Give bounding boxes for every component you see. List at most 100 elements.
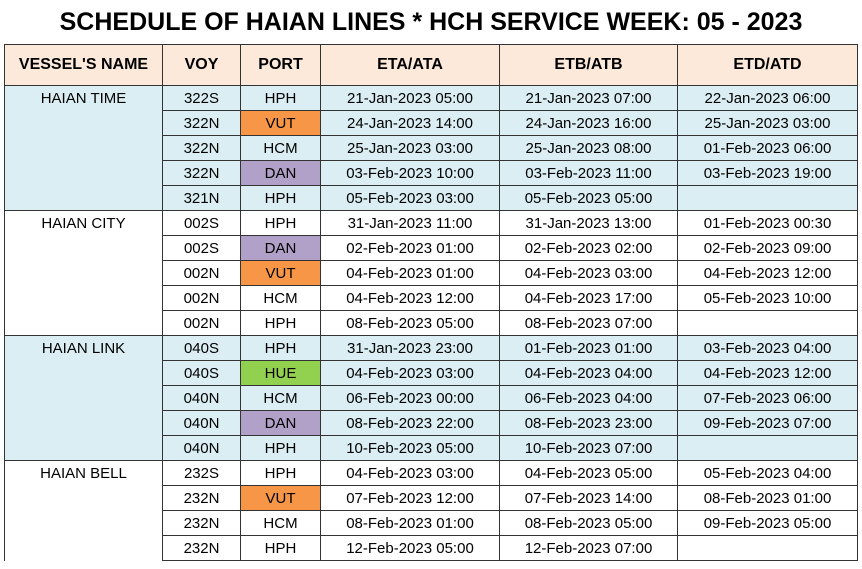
cell: 05-Feb-2023 05:00: [499, 185, 678, 211]
table-row: 002S DAN 02-Feb-2023 01:00 02-Feb-2023 02:0…: [4, 235, 858, 261]
cell: 31-Jan-2023 23:00: [320, 335, 500, 361]
cell: HCM: [240, 510, 321, 536]
vessel-cell: [4, 235, 163, 261]
vessel-cell: [4, 510, 163, 536]
cell: 06-Feb-2023 00:00: [320, 385, 500, 411]
cell: 040N: [162, 385, 241, 411]
table-row: 040N HPH 10-Feb-2023 05:00 10-Feb-2023 07:0…: [4, 435, 858, 461]
cell: 322N: [162, 110, 241, 136]
cell: 040N: [162, 435, 241, 461]
cell: 002S: [162, 235, 241, 261]
cell: 05-Feb-2023 04:00: [677, 460, 858, 486]
cell: VUT: [240, 110, 321, 136]
cell: 040S: [162, 360, 241, 386]
header-cell: ETD/ATD: [677, 44, 858, 86]
cell: 24-Jan-2023 14:00: [320, 110, 500, 136]
cell: HPH: [240, 460, 321, 486]
cell: 12-Feb-2023 05:00: [320, 535, 500, 561]
header-cell: PORT: [240, 44, 321, 86]
cell: 21-Jan-2023 07:00: [499, 85, 678, 111]
header-cell: ETB/ATB: [499, 44, 678, 86]
title: SCHEDULE OF HAIAN LINES * HCH SERVICE WE…: [59, 8, 803, 36]
cell: 322N: [162, 160, 241, 186]
table-row: 232N HPH 12-Feb-2023 05:00 12-Feb-2023 07:0…: [4, 535, 858, 561]
table-row: HAIAN LINK 040S HPH 31-Jan-2023 23:00 01-Feb…: [4, 335, 858, 361]
cell: 07-Feb-2023 12:00: [320, 485, 500, 511]
vessel-cell: [4, 310, 163, 336]
header-cell: VOY: [162, 44, 241, 86]
schedule-table: VESSEL'S NAME VOY PORT ETA/ATA ETB/ATB ETD/AT…: [4, 44, 858, 561]
cell: 04-Feb-2023 12:00: [320, 285, 500, 311]
vessel-cell: HAIAN BELL: [4, 460, 163, 486]
cell: 002N: [162, 310, 241, 336]
cell: 040N: [162, 410, 241, 436]
vessel-cell: [4, 435, 163, 461]
cell: 04-Feb-2023 12:00: [677, 260, 858, 286]
cell: 08-Feb-2023 01:00: [320, 510, 500, 536]
cell: 321N: [162, 185, 241, 211]
vessel-cell: HAIAN LINK: [4, 335, 163, 361]
cell: VUT: [240, 485, 321, 511]
vessel-cell: [4, 535, 163, 561]
cell: 08-Feb-2023 22:00: [320, 410, 500, 436]
vessel-cell: HAIAN TIME: [4, 85, 163, 111]
cell: 002N: [162, 285, 241, 311]
cell: [677, 185, 858, 211]
cell: [677, 535, 858, 561]
table-row: 322N DAN 03-Feb-2023 10:00 03-Feb-2023 11:0…: [4, 160, 858, 186]
cell: 10-Feb-2023 05:00: [320, 435, 500, 461]
cell: 25-Jan-2023 03:00: [320, 135, 500, 161]
cell: 03-Feb-2023 19:00: [677, 160, 858, 186]
table-row: 040N DAN 08-Feb-2023 22:00 08-Feb-2023 23:0…: [4, 410, 858, 436]
table-row: 040S HUE 04-Feb-2023 03:00 04-Feb-2023 04:0…: [4, 360, 858, 386]
table-row: 232N HCM 08-Feb-2023 01:00 08-Feb-2023 05:0…: [4, 510, 858, 536]
cell: 25-Jan-2023 08:00: [499, 135, 678, 161]
table-row: 002N HPH 08-Feb-2023 05:00 08-Feb-2023 07:0…: [4, 310, 858, 336]
cell: 01-Feb-2023 00:30: [677, 210, 858, 236]
cell: 03-Feb-2023 11:00: [499, 160, 678, 186]
cell: 232N: [162, 535, 241, 561]
cell: 10-Feb-2023 07:00: [499, 435, 678, 461]
cell: 09-Feb-2023 07:00: [677, 410, 858, 436]
cell: HPH: [240, 435, 321, 461]
table-row: HAIAN TIME 322S HPH 21-Jan-2023 05:00 21-Jan…: [4, 85, 858, 111]
table-row: 322N VUT 24-Jan-2023 14:00 24-Jan-2023 16:0…: [4, 110, 858, 136]
vessel-cell: [4, 285, 163, 311]
cell: HPH: [240, 535, 321, 561]
cell: 02-Feb-2023 01:00: [320, 235, 500, 261]
vessel-cell: [4, 485, 163, 511]
cell: 06-Feb-2023 04:00: [499, 385, 678, 411]
cell: 08-Feb-2023 05:00: [320, 310, 500, 336]
cell: 002N: [162, 260, 241, 286]
cell: 04-Feb-2023 01:00: [320, 260, 500, 286]
cell: 24-Jan-2023 16:00: [499, 110, 678, 136]
cell: DAN: [240, 235, 321, 261]
cell: DAN: [240, 410, 321, 436]
vessel-cell: HAIAN CITY: [4, 210, 163, 236]
table-row: HAIAN CITY 002S HPH 31-Jan-2023 11:00 31-Jan…: [4, 210, 858, 236]
cell: 08-Feb-2023 01:00: [677, 485, 858, 511]
cell: 03-Feb-2023 04:00: [677, 335, 858, 361]
cell: 08-Feb-2023 07:00: [499, 310, 678, 336]
cell: 25-Jan-2023 03:00: [677, 110, 858, 136]
cell: 02-Feb-2023 02:00: [499, 235, 678, 261]
cell: HCM: [240, 285, 321, 311]
cell: 05-Feb-2023 03:00: [320, 185, 500, 211]
table-row: 040N HCM 06-Feb-2023 00:00 06-Feb-2023 04:0…: [4, 385, 858, 411]
vessel-cell: [4, 410, 163, 436]
cell: 31-Jan-2023 11:00: [320, 210, 500, 236]
cell: 01-Feb-2023 06:00: [677, 135, 858, 161]
cell: 04-Feb-2023 17:00: [499, 285, 678, 311]
cell: 02-Feb-2023 09:00: [677, 235, 858, 261]
cell: HPH: [240, 310, 321, 336]
table-row: HAIAN BELL 232S HPH 04-Feb-2023 03:00 04-Feb…: [4, 460, 858, 486]
cell: HPH: [240, 185, 321, 211]
cell: 07-Feb-2023 06:00: [677, 385, 858, 411]
cell: VUT: [240, 260, 321, 286]
cell: HCM: [240, 385, 321, 411]
cell: 04-Feb-2023 03:00: [320, 360, 500, 386]
cell: 322N: [162, 135, 241, 161]
cell: 12-Feb-2023 07:00: [499, 535, 678, 561]
cell: HPH: [240, 210, 321, 236]
